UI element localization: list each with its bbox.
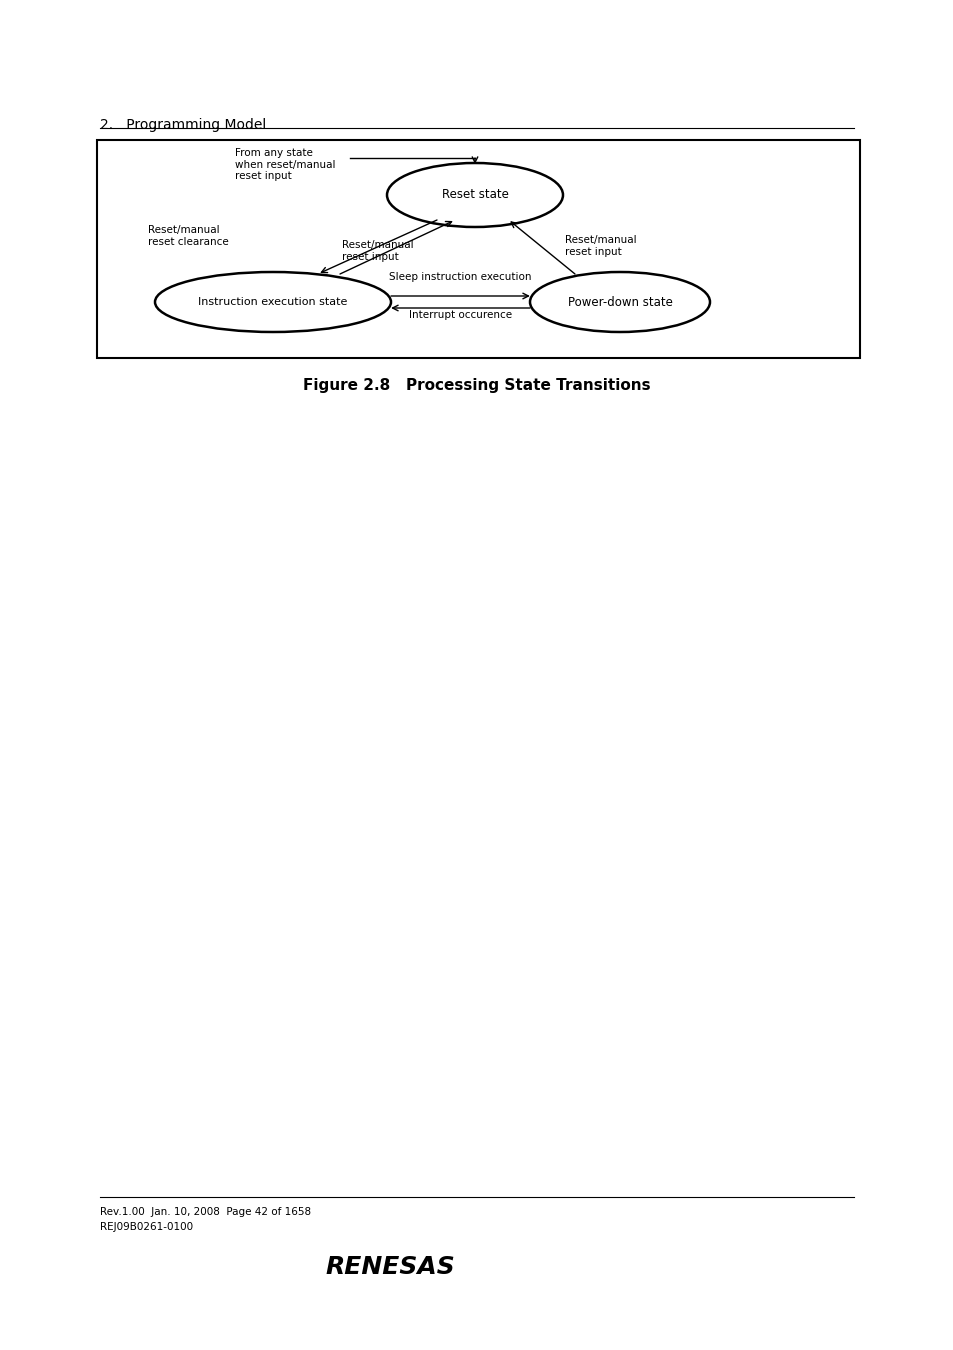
Text: From any state
when reset/manual
reset input: From any state when reset/manual reset i… (234, 148, 335, 181)
Text: REJ09B0261-0100: REJ09B0261-0100 (100, 1222, 193, 1233)
Ellipse shape (530, 271, 709, 332)
Text: Reset state: Reset state (441, 189, 508, 201)
Text: 2.   Programming Model: 2. Programming Model (100, 117, 266, 132)
Text: Power-down state: Power-down state (567, 296, 672, 309)
Text: Interrupt occurence: Interrupt occurence (409, 310, 512, 320)
Text: RENESAS: RENESAS (325, 1256, 455, 1278)
Text: Rev.1.00  Jan. 10, 2008  Page 42 of 1658: Rev.1.00 Jan. 10, 2008 Page 42 of 1658 (100, 1207, 311, 1216)
Text: Sleep instruction execution: Sleep instruction execution (389, 271, 531, 282)
Text: Reset/manual
reset input: Reset/manual reset input (341, 240, 414, 262)
Text: Reset/manual
reset input: Reset/manual reset input (564, 235, 636, 256)
Text: Figure 2.8   Processing State Transitions: Figure 2.8 Processing State Transitions (303, 378, 650, 393)
Ellipse shape (387, 163, 562, 227)
Text: Instruction execution state: Instruction execution state (198, 297, 347, 306)
Text: Reset/manual
reset clearance: Reset/manual reset clearance (148, 225, 229, 247)
Bar (97, 140, 859, 358)
Ellipse shape (154, 271, 391, 332)
